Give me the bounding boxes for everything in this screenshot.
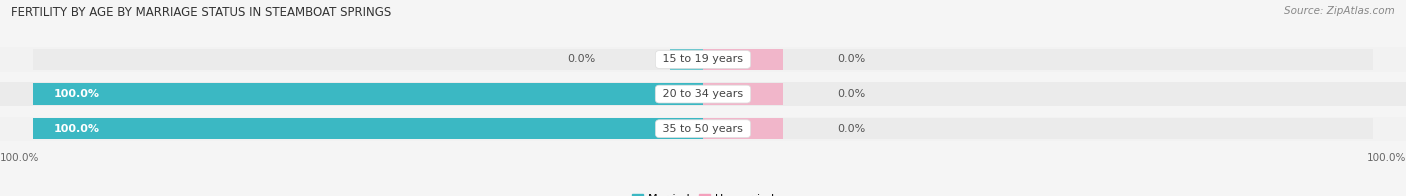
Text: 0.0%: 0.0% [837,54,865,64]
Text: 35 to 50 years: 35 to 50 years [659,124,747,134]
Bar [0,47,1406,72]
Bar [34,49,703,70]
Bar [703,49,1372,70]
Text: 0.0%: 0.0% [837,89,865,99]
Legend: Married, Unmarried: Married, Unmarried [627,189,779,196]
Bar [703,83,783,105]
Text: 100.0%: 100.0% [1367,153,1406,163]
Bar [34,83,703,105]
Bar [34,118,703,139]
Text: 100.0%: 100.0% [53,124,100,134]
Text: Source: ZipAtlas.com: Source: ZipAtlas.com [1284,6,1395,16]
Text: 15 to 19 years: 15 to 19 years [659,54,747,64]
Bar [669,49,703,70]
Bar [703,118,783,139]
Bar [703,49,783,70]
Text: FERTILITY BY AGE BY MARRIAGE STATUS IN STEAMBOAT SPRINGS: FERTILITY BY AGE BY MARRIAGE STATUS IN S… [11,6,391,19]
Bar [34,83,703,105]
Text: 20 to 34 years: 20 to 34 years [659,89,747,99]
Text: 0.0%: 0.0% [837,124,865,134]
Text: 0.0%: 0.0% [568,54,596,64]
Bar [703,83,1372,105]
Bar [703,118,1372,139]
Bar [0,117,1406,141]
Bar [0,82,1406,106]
Bar [34,118,703,139]
Text: 100.0%: 100.0% [0,153,39,163]
Text: 100.0%: 100.0% [53,89,100,99]
